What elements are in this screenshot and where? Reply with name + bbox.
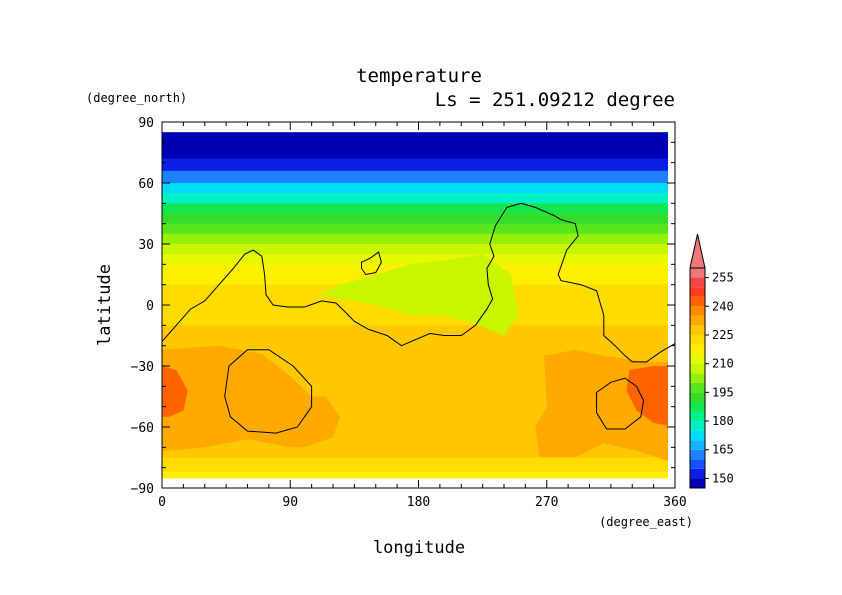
colorbar-swatch xyxy=(690,440,705,450)
field-band xyxy=(162,223,668,235)
colorbar-swatch xyxy=(690,459,705,469)
contour-main xyxy=(161,202,676,363)
y-tick-label: −60 xyxy=(131,421,154,436)
plot-frame xyxy=(161,121,676,489)
colorbar-tick-label: 165 xyxy=(712,443,734,457)
colorbar-tick-label: 150 xyxy=(712,471,734,485)
chart-subtitle: Ls = 251.09212 degree xyxy=(435,89,675,111)
field-band xyxy=(162,158,668,172)
colorbar-swatch xyxy=(690,277,705,288)
colorbar-frame xyxy=(689,267,706,489)
colorbar-swatch xyxy=(690,373,705,383)
x-tick-label: 0 xyxy=(158,495,166,510)
field-band xyxy=(162,457,668,473)
colorbar-swatch xyxy=(690,421,705,431)
field-band xyxy=(162,305,668,326)
contour-oval-east xyxy=(596,377,645,430)
x-tick-label: 360 xyxy=(663,495,686,510)
field-region-cool-midlatitude xyxy=(318,254,519,336)
colorbar-tick-label: 195 xyxy=(712,385,734,399)
colorbar-swatch xyxy=(690,287,705,297)
x-tick-label: 180 xyxy=(407,495,430,510)
colorbar-swatch xyxy=(690,392,705,402)
field-band xyxy=(162,254,668,265)
field-region-warm-southwest xyxy=(162,345,341,452)
colorbar-swatch xyxy=(690,449,705,460)
colorbar-tick-label: 210 xyxy=(712,357,734,371)
colorbar-swatch xyxy=(690,334,705,345)
x-tick-label: 90 xyxy=(282,495,298,510)
y-tick-label: 60 xyxy=(138,177,154,192)
field-region-hot-east xyxy=(626,366,668,426)
colorbar-swatch xyxy=(690,411,705,422)
field-band xyxy=(162,193,668,204)
colorbar-tick-label: 180 xyxy=(712,414,734,428)
y-tick-label: −90 xyxy=(131,482,154,497)
colorbar-swatch xyxy=(690,344,705,355)
y-units-label: (degree_north) xyxy=(86,91,187,105)
x-tick-label: 270 xyxy=(535,495,558,510)
colorbar-swatch xyxy=(690,325,705,335)
field-band xyxy=(162,132,668,160)
x-units-label: (degree_east) xyxy=(599,515,693,529)
field-band xyxy=(162,213,668,225)
colorbar-swatch xyxy=(690,354,705,364)
colorbar-swatch xyxy=(690,468,705,479)
contour-oval-west xyxy=(224,349,313,434)
colorbar-swatch xyxy=(690,363,705,374)
colorbar-swatch xyxy=(690,268,705,278)
field-band xyxy=(162,244,668,255)
contour-lines xyxy=(161,202,676,434)
colorbar-swatch xyxy=(690,382,705,393)
y-axis-label: latitude xyxy=(95,264,115,346)
y-tick-label: 90 xyxy=(138,116,154,131)
colorbar-tick-label: 255 xyxy=(712,271,734,285)
y-tick-label: −30 xyxy=(131,360,154,375)
colorbar-tick-label: 225 xyxy=(712,328,734,342)
colorbar-swatch xyxy=(690,478,705,488)
contour-island-north xyxy=(361,251,382,276)
field-band xyxy=(162,233,668,245)
field-region-hot-west xyxy=(162,366,188,417)
colorbar-tick-label: 240 xyxy=(712,299,734,313)
chart-title: temperature xyxy=(356,65,482,87)
temperature-field xyxy=(162,132,668,479)
field-band xyxy=(162,170,668,184)
field-band xyxy=(162,183,668,194)
colorbar-extend-arrow xyxy=(689,233,706,269)
colorbar-swatch xyxy=(690,296,705,307)
colorbar: 150 165 180 195 210 225 240 255 xyxy=(689,233,734,489)
field-band xyxy=(162,471,668,479)
colorbar-swatch xyxy=(690,306,705,316)
field-band xyxy=(162,203,668,215)
y-tick-label: 0 xyxy=(146,299,154,314)
colorbar-swatch xyxy=(690,315,705,326)
colorbar-swatch xyxy=(690,401,705,412)
y-tick-label: 30 xyxy=(138,238,154,253)
field-band xyxy=(162,325,668,347)
x-axis-label: longitude xyxy=(373,538,465,558)
colorbar-swatch xyxy=(690,430,705,441)
